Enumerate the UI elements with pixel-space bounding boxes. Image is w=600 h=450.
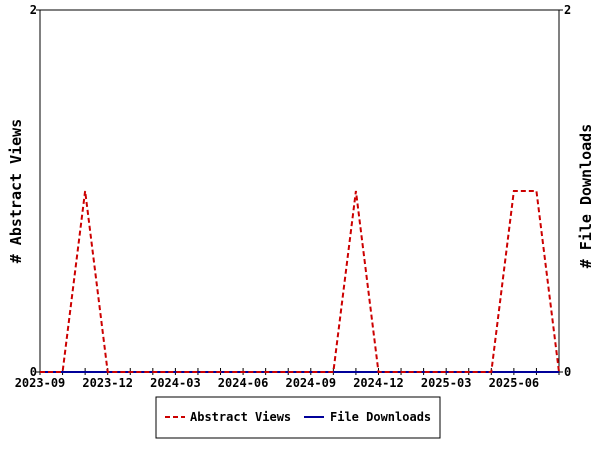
y-right-tick-label-0: 0 (564, 365, 571, 379)
x-tick-label-2024-03: 2024-03 (150, 376, 201, 390)
y-left-tick-label-0: 0 (30, 365, 37, 379)
legend-label-file-downloads: File Downloads (330, 410, 431, 424)
y-right-axis-title: # File Downloads (577, 124, 595, 269)
x-tick-label-2024-09: 2024-09 (285, 376, 336, 390)
tick-labels: 2023-09 2023-12 2024-03 2024-06 2024-09 2024-… (15, 3, 572, 390)
tick-marks (36, 9, 563, 375)
legend-label-abstract-views: Abstract Views (190, 410, 291, 424)
x-tick-label-2023-09: 2023-09 (15, 376, 66, 390)
plot-frame (39, 9, 560, 373)
series-line-abstract-views (40, 190, 560, 373)
x-tick-label-2023-12: 2023-12 (82, 376, 133, 390)
x-tick-label-2024-12: 2024-12 (353, 376, 404, 390)
legend: Abstract Views File Downloads (155, 396, 441, 439)
y-left-axis-title: # Abstract Views (7, 119, 25, 264)
x-tick-label-2025-03: 2025-03 (421, 376, 472, 390)
legend-box (155, 396, 441, 439)
y-right-tick-label-2: 2 (564, 3, 571, 17)
x-tick-label-2025-06: 2025-06 (489, 376, 540, 390)
plot-area-border (39, 9, 560, 373)
series-layer (40, 190, 560, 373)
y-left-tick-label-2: 2 (30, 3, 37, 17)
x-tick-label-2024-06: 2024-06 (218, 376, 269, 390)
